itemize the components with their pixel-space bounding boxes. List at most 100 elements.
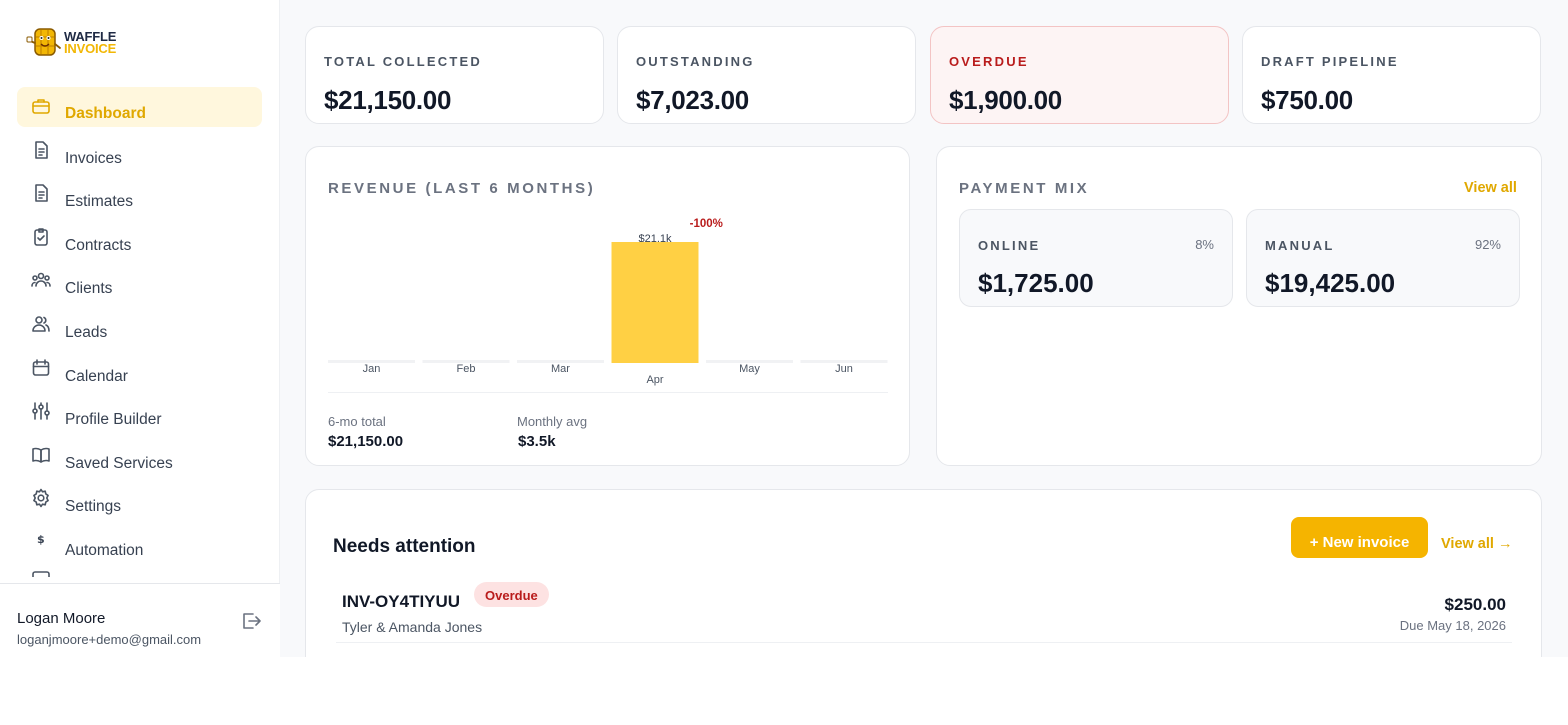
payment-mix-card: PAYMENT MIX View all ONLINE 8% $1,725.00… xyxy=(936,146,1542,466)
sidebar-item-label: Contracts xyxy=(65,236,132,254)
mix-label: ONLINE xyxy=(978,238,1041,253)
bar-mar[interactable] xyxy=(517,360,604,363)
x-tick-label: May xyxy=(739,363,760,375)
mix-value: $19,425.00 xyxy=(1265,268,1396,298)
mix-value: $1,725.00 xyxy=(978,268,1094,298)
stat-card-overdue: OVERDUE $1,900.00 xyxy=(930,26,1229,124)
stat-value: $1,900.00 xyxy=(949,85,1062,115)
x-tick-label: Feb xyxy=(457,363,476,375)
sidebar-item-settings[interactable]: Settings xyxy=(17,479,262,519)
stat-value: $750.00 xyxy=(1261,85,1353,115)
user-email: loganjmoore+demo@gmail.com xyxy=(17,632,202,647)
briefcase-icon xyxy=(31,96,51,116)
sidebar-item-label: Profile Builder xyxy=(65,411,162,429)
sidebar-item-label: Calendar xyxy=(65,367,128,385)
document-icon xyxy=(31,183,51,203)
mix-percent: 92% xyxy=(1474,237,1501,252)
x-tick-label: Jan xyxy=(363,363,381,375)
x-tick-label: Mar xyxy=(551,363,570,375)
waffle-mascot-icon xyxy=(26,26,62,60)
sidebar-item-leads[interactable]: Leads xyxy=(17,305,262,345)
invoice-number: INV-OY4TIYUU xyxy=(342,592,461,611)
stat-card-outstanding: OUTSTANDING $7,023.00 xyxy=(617,26,916,124)
sidebar-nav: Dashboard Invoices Estimates Contracts C… xyxy=(17,87,262,580)
stat-label: OUTSTANDING xyxy=(636,54,755,69)
x-tick-label: Apr xyxy=(646,374,663,386)
users-icon xyxy=(31,270,51,290)
revenue-card: REVENUE (LAST 6 MONTHS) $21.1k Jan Feb Mar A… xyxy=(305,146,910,466)
sidebar-item-automation[interactable]: $ Automation xyxy=(17,523,262,563)
document-icon xyxy=(31,140,51,160)
sidebar-item-label: Leads xyxy=(65,323,108,341)
attention-view-all-link[interactable]: View all → xyxy=(1441,536,1513,552)
stat-value: $7,023.00 xyxy=(636,85,749,115)
new-invoice-button[interactable]: + New invoice xyxy=(1291,517,1428,558)
user-panel: Logan Moore loganjmoore+demo@gmail.com xyxy=(0,583,280,657)
calendar-icon xyxy=(31,358,51,378)
sidebar-item-partial[interactable] xyxy=(17,567,262,577)
sidebar-item-saved-services[interactable]: Saved Services xyxy=(17,436,262,476)
mix-percent: 8% xyxy=(1195,237,1214,252)
manual-mix-card: MANUAL 92% $19,425.00 xyxy=(1246,209,1520,307)
revenue-title: REVENUE (LAST 6 MONTHS) xyxy=(328,180,596,197)
bar-jan[interactable] xyxy=(328,360,415,363)
stat-value: $21,150.00 xyxy=(324,85,452,115)
sidebar-item-clients[interactable]: Clients xyxy=(17,261,262,301)
book-open-icon xyxy=(31,445,51,465)
change-annotation: -100% xyxy=(690,218,723,230)
gear-icon xyxy=(31,488,51,508)
sidebar-item-profile-builder[interactable]: Profile Builder xyxy=(17,392,262,432)
invoice-client: Tyler & Amanda Jones xyxy=(342,619,483,635)
sidebar: WAFFLE INVOICE Dashboard Invoices Estima… xyxy=(0,0,280,657)
sidebar-item-dashboard[interactable]: Dashboard xyxy=(17,87,262,127)
online-mix-card: ONLINE 8% $1,725.00 xyxy=(959,209,1233,307)
sidebar-item-label: Saved Services xyxy=(65,454,173,472)
logo[interactable]: WAFFLE INVOICE xyxy=(26,26,116,60)
logo-line-2: INVOICE xyxy=(64,41,117,56)
payment-mix-title: PAYMENT MIX xyxy=(959,180,1090,197)
stat-label: TOTAL COLLECTED xyxy=(324,54,482,69)
user-name: Logan Moore xyxy=(17,610,106,627)
sidebar-item-contracts[interactable]: Contracts xyxy=(17,218,262,258)
mix-label: MANUAL xyxy=(1265,238,1335,253)
dollar-icon: $ xyxy=(31,532,51,552)
stat-card-total-collected: TOTAL COLLECTED $21,150.00 xyxy=(305,26,604,124)
logo-line-1: WAFFLE xyxy=(64,29,117,44)
avg-value: $3.5k xyxy=(518,433,556,450)
total-value: $21,150.00 xyxy=(328,433,404,450)
chat-icon xyxy=(31,569,51,577)
sidebar-item-label: Settings xyxy=(65,498,122,516)
logout-icon[interactable] xyxy=(240,611,262,631)
bar-feb[interactable] xyxy=(422,360,510,363)
clipboard-check-icon xyxy=(31,227,51,247)
divider xyxy=(328,392,888,393)
invoice-amount: $250.00 xyxy=(1444,595,1506,614)
invoice-due-date: Due May 18, 2026 xyxy=(1399,618,1506,633)
svg-text:$: $ xyxy=(37,533,45,546)
sidebar-item-invoices[interactable]: Invoices xyxy=(17,131,262,171)
logo-wordmark: WAFFLE INVOICE xyxy=(64,29,117,56)
bar-apr[interactable] xyxy=(611,242,699,363)
sidebar-item-calendar[interactable]: Calendar xyxy=(17,349,262,389)
sliders-icon xyxy=(31,401,51,421)
sidebar-item-label: Dashboard xyxy=(65,105,146,122)
sidebar-item-estimates[interactable]: Estimates xyxy=(17,174,262,214)
bar-may[interactable] xyxy=(706,360,793,363)
needs-attention-title: Needs attention xyxy=(333,536,476,557)
needs-attention-card: Needs attention + New invoice View all →… xyxy=(305,489,1542,657)
stat-label: DRAFT PIPELINE xyxy=(1261,54,1399,69)
sidebar-item-label: Automation xyxy=(65,541,144,559)
status-badge: Overdue xyxy=(474,582,549,607)
sidebar-item-label: Estimates xyxy=(65,193,134,211)
stat-card-draft-pipeline: DRAFT PIPELINE $750.00 xyxy=(1242,26,1541,124)
sidebar-item-label: Invoices xyxy=(65,149,122,167)
total-label: 6-mo total xyxy=(328,414,386,429)
payment-mix-view-all-link[interactable]: View all xyxy=(1464,180,1517,196)
stat-label: OVERDUE xyxy=(949,54,1029,69)
sidebar-item-label: Clients xyxy=(65,280,113,298)
x-tick-label: Jun xyxy=(835,363,853,375)
invoice-row[interactable]: INV-OY4TIYUU Overdue Tyler & Amanda Jone… xyxy=(336,578,1512,643)
bar-jun[interactable] xyxy=(800,360,888,363)
app: WAFFLE INVOICE Dashboard Invoices Estima… xyxy=(0,0,1542,657)
